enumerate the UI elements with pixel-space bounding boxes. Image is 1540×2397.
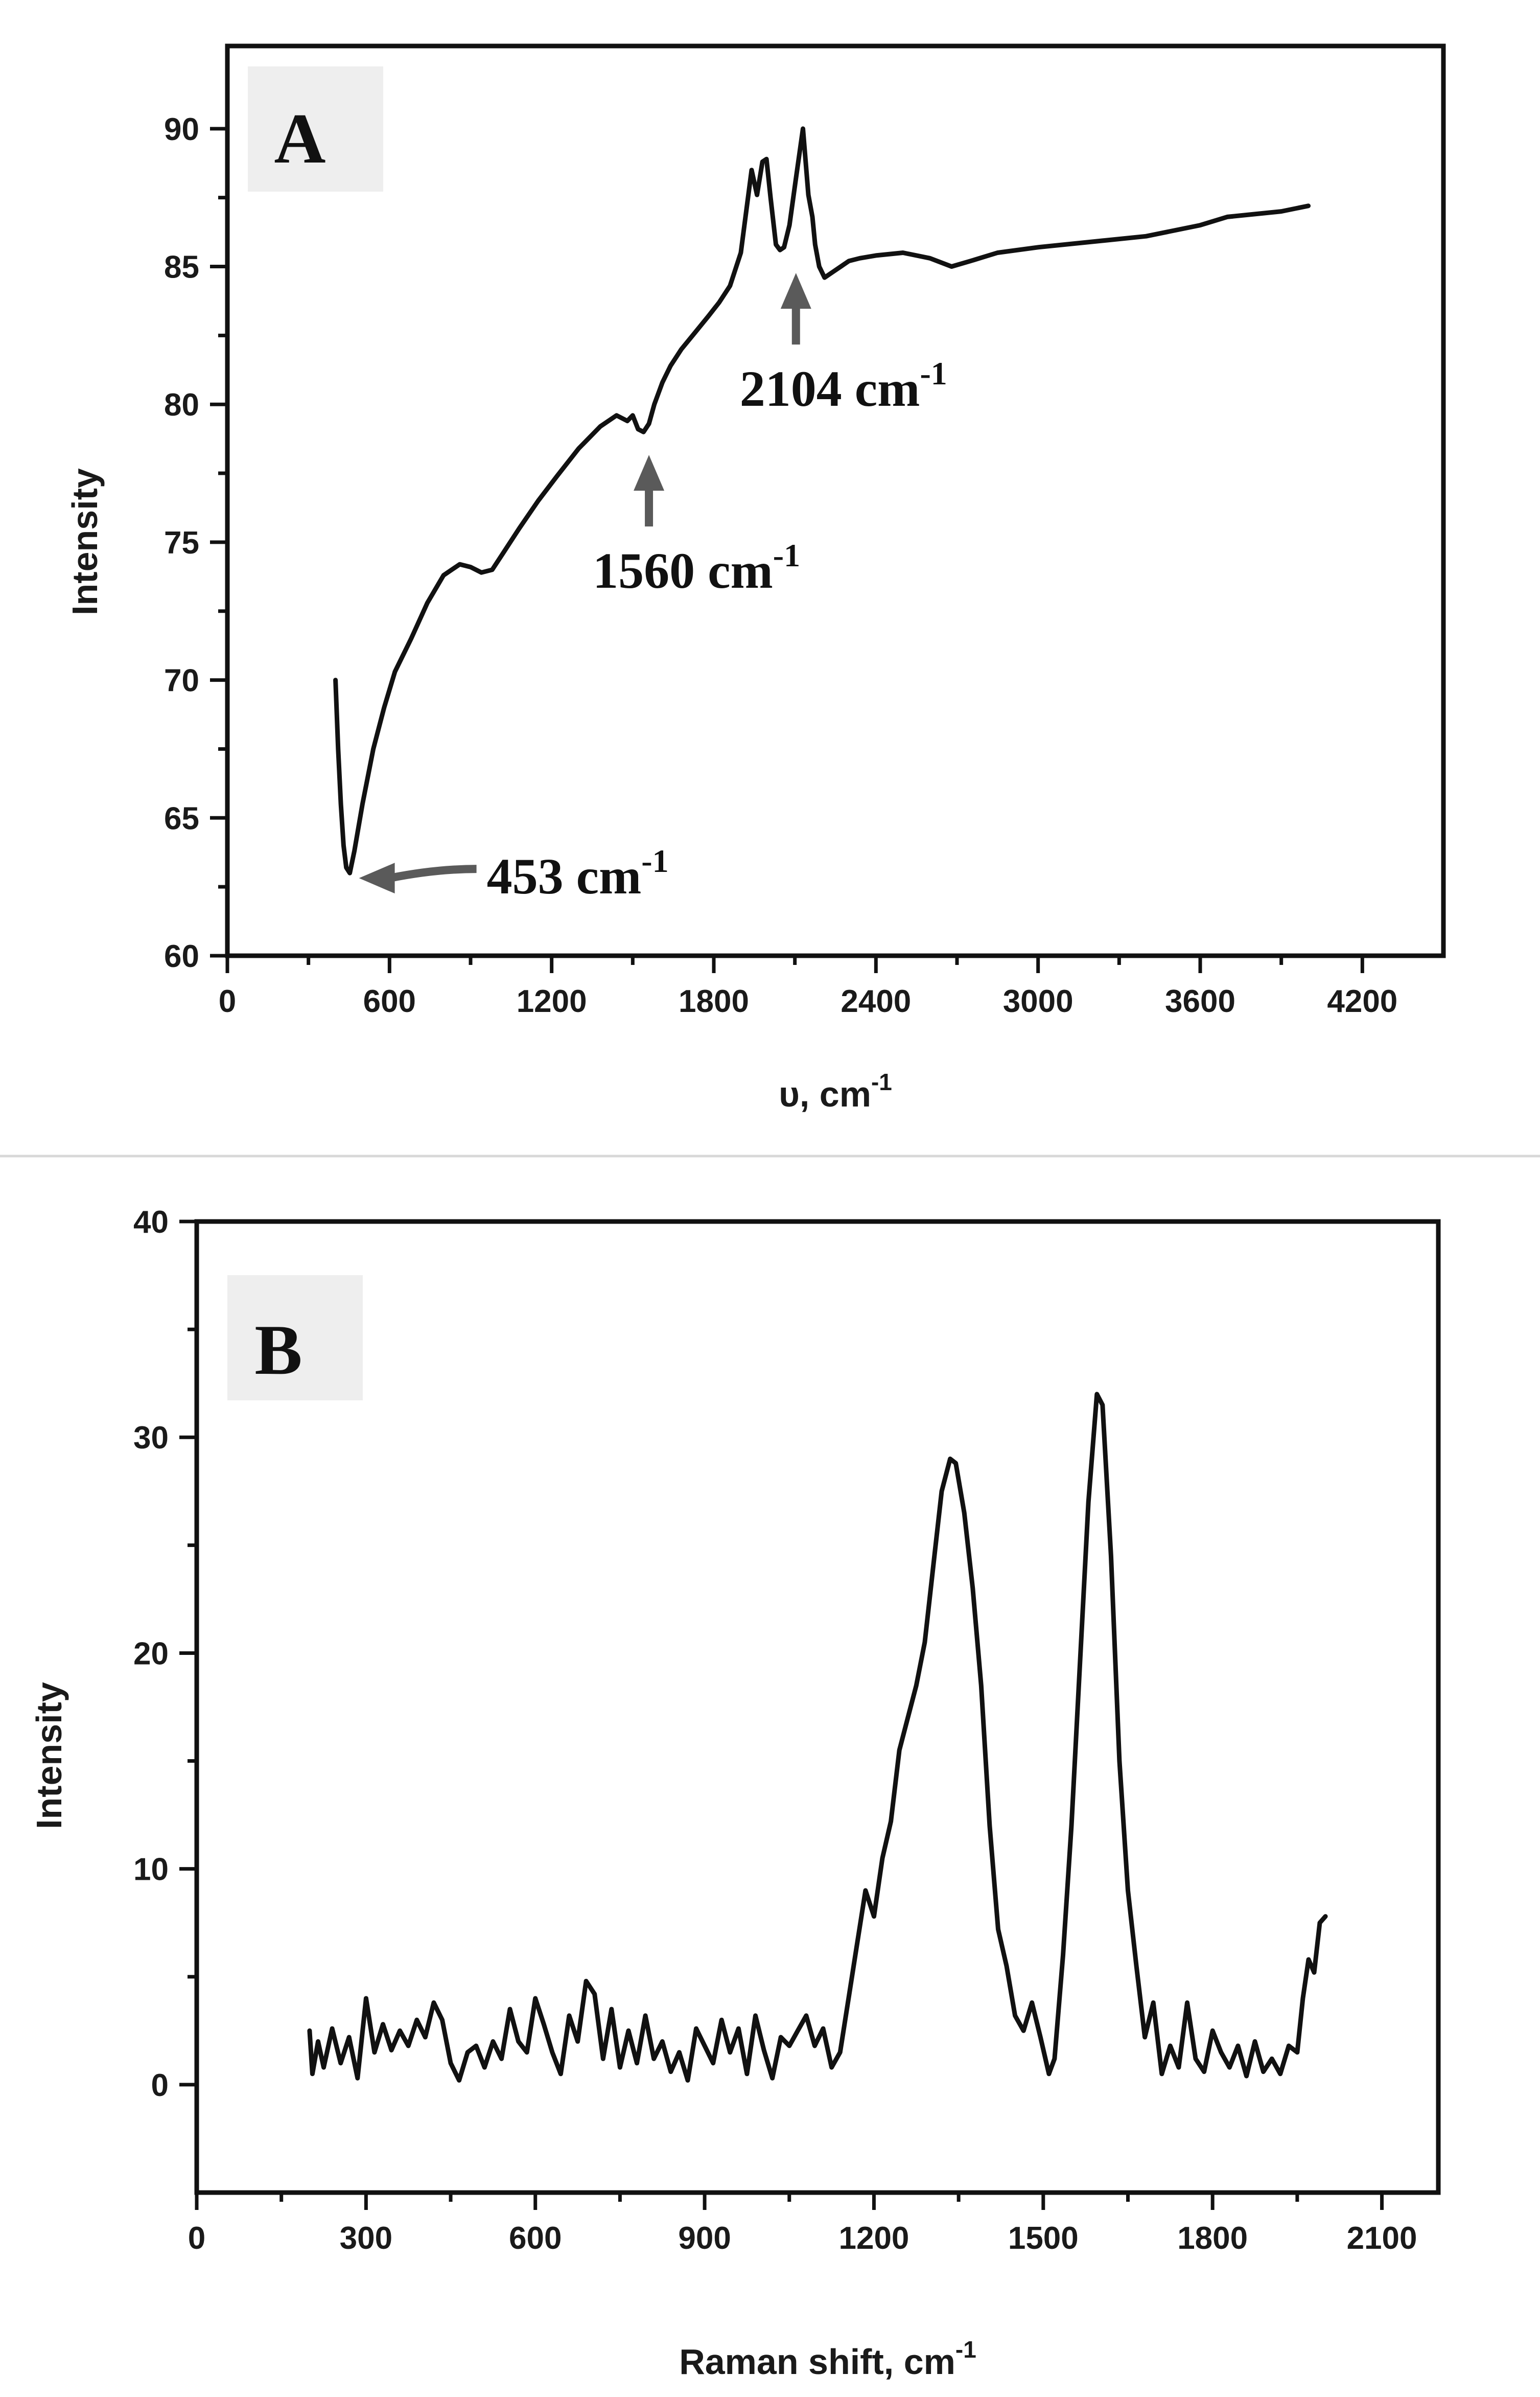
annotation-1: 1560 cm-1 (593, 455, 800, 599)
annotation-arrow-head (634, 455, 665, 491)
a-x-tick-label: 0 (219, 984, 236, 1019)
b-x-tick-label: 1200 (838, 2221, 909, 2256)
b-y-tick-label: 10 (133, 1852, 169, 1887)
panel-b-x-axis-title: Raman shift, cm-1 (679, 2336, 976, 2382)
annotation-label-main: 2104 cm (740, 360, 920, 417)
annotation-label-sup: -1 (641, 843, 668, 879)
panel-b-letter-box (227, 1275, 363, 1400)
panel-b: B 0 300 600 900 1200 1500 1800 2100 0 10 20 30 40 In… (29, 1205, 1441, 2382)
panel-a-x-axis-title-main: υ, cm (779, 1074, 871, 1114)
a-x-tick-label: 2400 (841, 984, 911, 1019)
panel-a-frame (225, 43, 1446, 958)
annotation-2: 2104 cm-1 (740, 273, 947, 417)
annotation-label-sup: -1 (773, 537, 800, 573)
panel-b-tick-labels: 0 300 600 900 1200 1500 1800 2100 0 10 20 30 40 (133, 1205, 1417, 2256)
annotation-label: 453 cm-1 (487, 843, 669, 905)
a-y-tick-label: 90 (164, 112, 199, 147)
panel-b-series-line (307, 1392, 1328, 2083)
annotation-arrow-head (359, 863, 395, 894)
a-x-tick-label: 1200 (517, 984, 587, 1019)
panel-a-x-axis-title: υ, cm-1 (779, 1069, 892, 1114)
annotation-label-sup: -1 (920, 355, 947, 391)
annotation-arrow-head (780, 273, 811, 309)
b-x-tick-label: 2100 (1347, 2221, 1417, 2256)
annotation-label-main: 453 cm (487, 848, 642, 905)
a-y-tick-label: 75 (164, 525, 199, 561)
panel-b-ticks (179, 1219, 1384, 2210)
panel-a-y-axis-title: Intensity (65, 468, 105, 615)
b-x-tick-label: 1500 (1008, 2221, 1079, 2256)
panel-a-letter-box (248, 66, 383, 192)
a-x-tick-label: 4200 (1327, 984, 1397, 1019)
a-x-tick-label: 1800 (679, 984, 749, 1019)
a-x-tick-label: 3600 (1165, 984, 1235, 1019)
panel-b-x-axis-title-main: Raman shift, cm (679, 2342, 955, 2382)
a-y-tick-label: 70 (164, 663, 199, 699)
b-y-tick-label: 0 (151, 2068, 169, 2103)
panel-a-series-line (333, 126, 1311, 875)
panel-a-tick-labels: 0 600 1200 1800 2400 3000 3600 4200 60 65 70 75 80 85… (164, 112, 1397, 1019)
a-y-tick-label: 80 (164, 387, 199, 423)
b-y-tick-label: 30 (133, 1420, 169, 1456)
panel-b-letter: B (254, 1310, 302, 1390)
a-x-tick-label: 3000 (1003, 984, 1074, 1019)
panel-a-letter: A (274, 99, 325, 178)
a-y-tick-label: 60 (164, 939, 199, 974)
b-x-tick-label: 900 (678, 2221, 731, 2256)
b-x-tick-label: 300 (340, 2221, 392, 2256)
annotation-arrow-shaft (389, 865, 477, 883)
a-y-tick-label: 85 (164, 250, 199, 285)
b-x-tick-label: 1800 (1177, 2221, 1248, 2256)
panel-b-x-axis-title-sup: -1 (955, 2336, 976, 2363)
b-y-tick-label: 40 (133, 1205, 169, 1240)
b-x-tick-label: 0 (188, 2221, 205, 2256)
annotation-label: 2104 cm-1 (740, 355, 947, 417)
annotation-label: 1560 cm-1 (593, 537, 800, 599)
annotation-0: 453 cm-1 (359, 843, 669, 905)
b-y-tick-label: 20 (133, 1636, 169, 1671)
panel-a: A 0 600 1200 1800 2400 3000 3600 4200 60 65 70 75 80… (65, 43, 1446, 1114)
annotation-label-main: 1560 cm (593, 542, 773, 599)
panel-b-y-axis-title: Intensity (29, 1682, 69, 1829)
b-x-tick-label: 600 (509, 2221, 562, 2256)
panel-a-ticks (210, 127, 1364, 973)
a-x-tick-label: 600 (363, 984, 416, 1019)
a-y-tick-label: 65 (164, 801, 199, 836)
panel-a-x-axis-title-sup: -1 (871, 1069, 892, 1095)
panel-b-frame (194, 1219, 1441, 2195)
